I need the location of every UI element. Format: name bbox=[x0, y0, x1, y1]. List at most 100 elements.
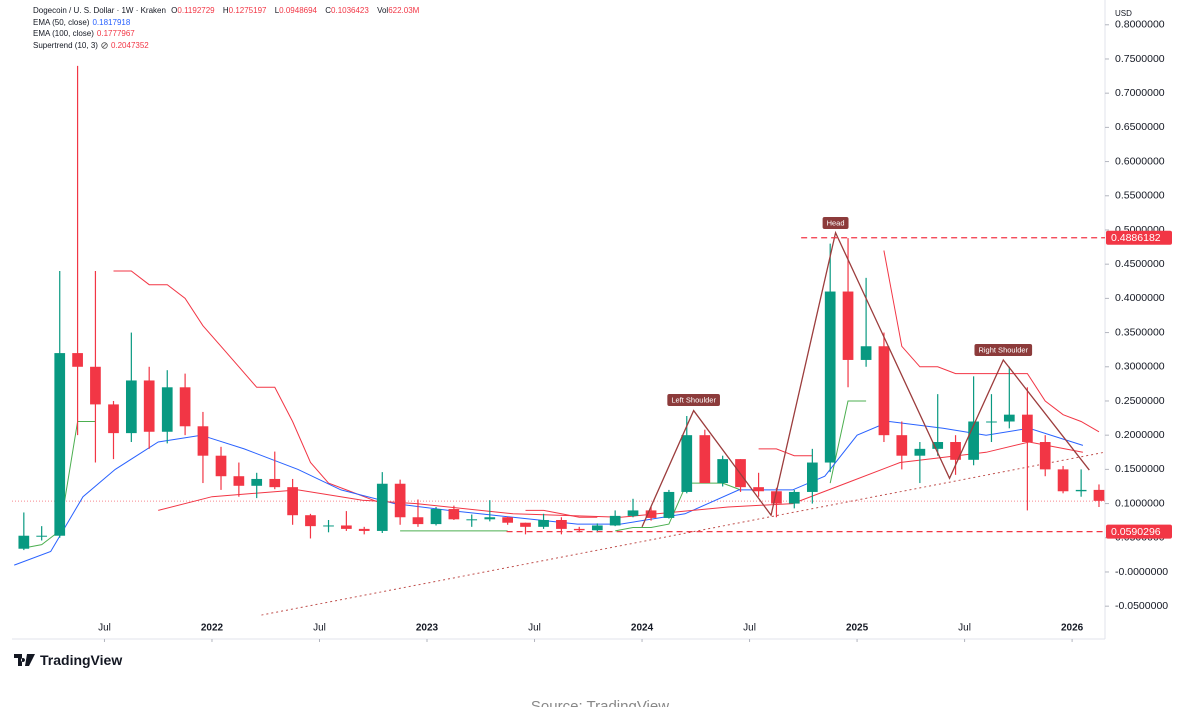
candle-body bbox=[305, 515, 316, 527]
y-tick-label: 0.3500000 bbox=[1115, 326, 1165, 338]
candle-body bbox=[591, 525, 603, 531]
candle-body bbox=[896, 435, 908, 456]
x-tick-label: Jul bbox=[743, 623, 756, 634]
legend: Dogecoin / U. S. Dollar · 1W · Kraken O0… bbox=[33, 5, 425, 51]
candle-body bbox=[412, 517, 424, 525]
candle-body bbox=[860, 346, 872, 360]
legend-row: Dogecoin / U. S. Dollar · 1W · Kraken O0… bbox=[33, 5, 425, 17]
pattern-line bbox=[641, 230, 1090, 528]
x-tick-label: 2023 bbox=[416, 623, 439, 634]
candle-body bbox=[341, 525, 352, 529]
candle-body bbox=[842, 291, 854, 360]
annotation-bg bbox=[667, 394, 720, 407]
candle-body bbox=[1022, 414, 1033, 443]
x-tick-label: Jul bbox=[528, 623, 541, 634]
candle-body bbox=[287, 487, 298, 516]
indicator-value: 0.1777967 bbox=[96, 29, 135, 38]
ohlc: Vol622.03M bbox=[377, 6, 422, 15]
indicator-name: Supertrend (10, 3) bbox=[33, 40, 98, 50]
y-tick-label: 0.2500000 bbox=[1115, 395, 1165, 407]
candle-body bbox=[538, 519, 549, 527]
plot bbox=[12, 65, 1105, 616]
candle-body bbox=[197, 426, 209, 456]
candle-body bbox=[376, 483, 388, 531]
candle-body bbox=[1039, 442, 1051, 470]
candle-body bbox=[502, 517, 513, 523]
candle-body bbox=[1075, 489, 1087, 492]
annotation-bg bbox=[974, 344, 1033, 357]
candle-body bbox=[1003, 414, 1015, 422]
indicator-name: EMA (100, close) bbox=[33, 29, 94, 38]
level-label-bg bbox=[1106, 524, 1172, 539]
ohlc-value: 0.1275197 bbox=[228, 6, 267, 15]
candle-body bbox=[108, 404, 119, 434]
level-label-bg bbox=[1106, 230, 1172, 245]
candle-body bbox=[36, 535, 48, 537]
brand-name: TradingView bbox=[40, 652, 123, 668]
legend-row: EMA (100, close) 0.1777967 bbox=[33, 28, 425, 40]
ohlc: C0.1036423 bbox=[325, 6, 372, 15]
ohlc: L0.0948694 bbox=[275, 6, 320, 15]
ohlc-value: 622.03M bbox=[388, 6, 420, 15]
candle-body bbox=[986, 421, 997, 423]
candle-body bbox=[968, 421, 979, 460]
candle-body bbox=[663, 491, 675, 518]
level-label: 0.0590296 bbox=[1111, 526, 1161, 538]
y-tick-label: -0.0000000 bbox=[1115, 566, 1168, 578]
level-label: 0.4886182 bbox=[1111, 232, 1161, 244]
indicator-value: 0.1817918 bbox=[92, 17, 131, 27]
y-tick-label: 0.7000000 bbox=[1115, 87, 1165, 99]
y-tick-label: 0.5500000 bbox=[1115, 190, 1165, 202]
ohlc-label: O bbox=[171, 6, 178, 15]
x-tick-label: Jul bbox=[313, 623, 326, 634]
ohlc-value: 0.0948694 bbox=[279, 6, 317, 15]
candle-body bbox=[806, 462, 818, 492]
ohlc-label: C bbox=[325, 6, 332, 15]
candle-body bbox=[269, 478, 281, 488]
y-tick-label: 0.1500000 bbox=[1115, 463, 1165, 475]
candle-body bbox=[609, 515, 621, 526]
source: Source: TradingView bbox=[530, 698, 670, 707]
candle-body bbox=[215, 455, 227, 477]
brand-logo bbox=[14, 654, 35, 666]
candle-body bbox=[394, 483, 406, 518]
brand: TradingView bbox=[14, 652, 122, 668]
y-tick-label: 0.1000000 bbox=[1115, 497, 1165, 509]
y-tick-label: 0.6500000 bbox=[1115, 121, 1165, 133]
y-tick-label: 0.2000000 bbox=[1115, 429, 1165, 441]
candle-body bbox=[484, 517, 496, 520]
candle-body bbox=[914, 448, 926, 456]
candle-body bbox=[143, 380, 155, 432]
y-tick-label: 0.4500000 bbox=[1115, 258, 1165, 270]
x-tick-label: 2026 bbox=[1061, 623, 1084, 634]
currency: USD bbox=[1115, 9, 1132, 18]
ohlc-value: 0.1036423 bbox=[331, 6, 369, 15]
ohlc-label: L bbox=[274, 6, 280, 15]
annotation: Head bbox=[822, 216, 849, 229]
candle-body bbox=[573, 528, 585, 531]
candle-body bbox=[90, 366, 101, 405]
annotation-label: Head bbox=[827, 218, 845, 227]
candle-body bbox=[878, 346, 890, 436]
ema-line bbox=[14, 420, 1084, 566]
x-tick-label: Jul bbox=[958, 623, 971, 634]
candle-body bbox=[1093, 489, 1105, 501]
candle-body bbox=[556, 519, 567, 529]
candle-body bbox=[54, 353, 66, 536]
legend-row: Supertrend (10, 3) 0.2047352 bbox=[33, 40, 425, 52]
candle-body bbox=[323, 525, 334, 527]
annotation: Right Shoulder bbox=[974, 344, 1033, 357]
ohlc-label: Vol bbox=[377, 6, 389, 15]
candle-body bbox=[233, 476, 245, 486]
candle-body bbox=[627, 510, 639, 516]
indicator-value: 0.2047352 bbox=[110, 40, 149, 50]
candle-body bbox=[788, 491, 800, 504]
ohlc: O0.1192729 bbox=[171, 6, 217, 15]
candle-body bbox=[430, 509, 442, 525]
y-tick-label: 0.6000000 bbox=[1115, 155, 1165, 167]
candle-body bbox=[932, 442, 944, 449]
candle-body bbox=[717, 459, 729, 484]
symbol-title: Dogecoin / U. S. Dollar · 1W · Kraken bbox=[33, 6, 166, 15]
